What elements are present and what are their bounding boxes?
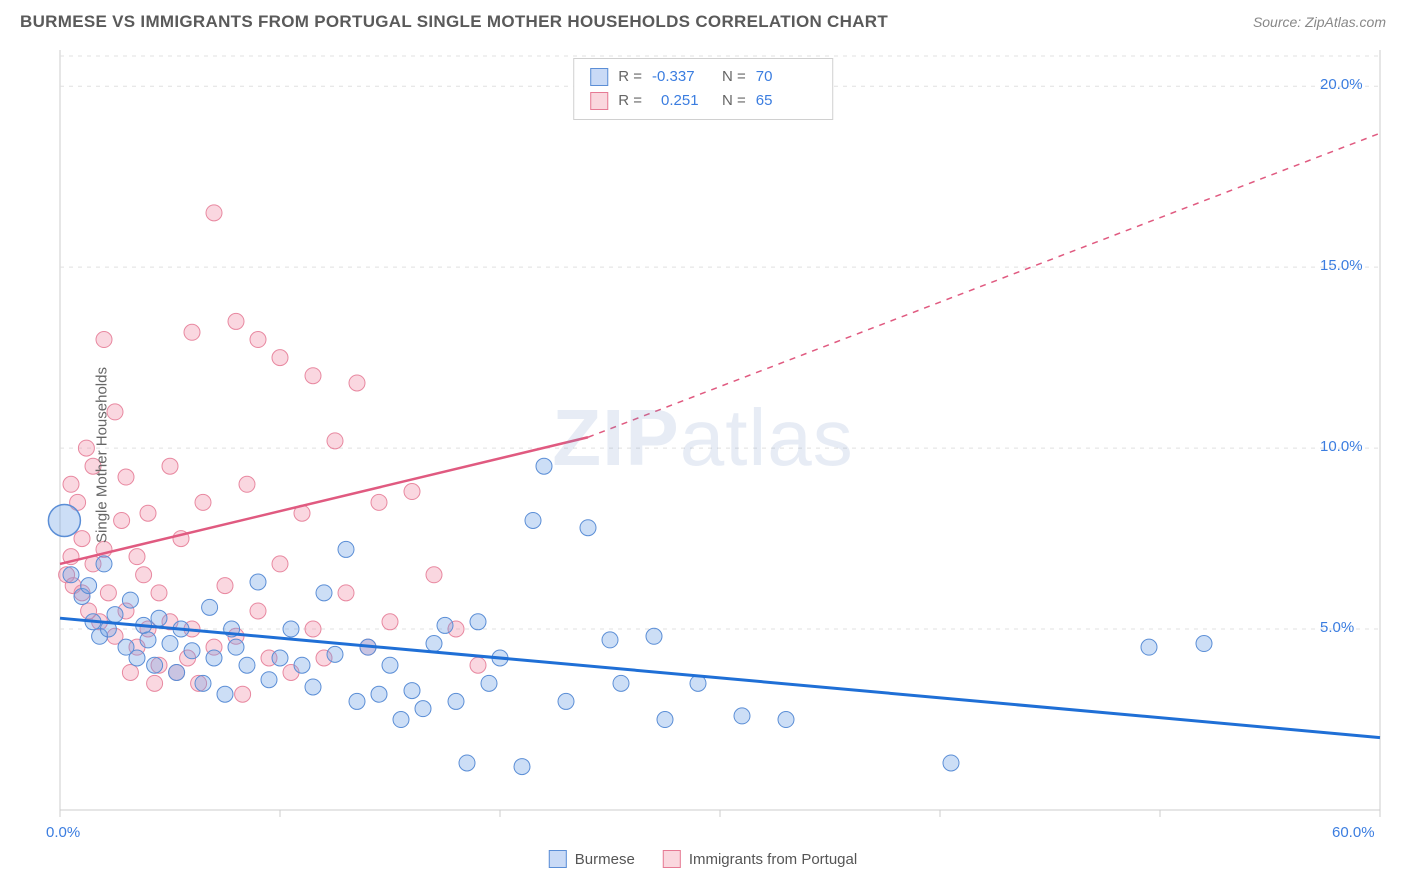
y-axis-label: Single Mother Households [93, 367, 110, 543]
swatch-blue-icon [549, 850, 567, 868]
axis-tick-label: 5.0% [1320, 619, 1354, 636]
source-label: Source: ZipAtlas.com [1253, 14, 1386, 30]
n-value-blue: 70 [756, 65, 816, 89]
axis-tick-label: 10.0% [1320, 438, 1363, 455]
r-value-pink: 0.251 [652, 89, 712, 113]
axis-tick-label: 20.0% [1320, 76, 1363, 93]
r-label: R = [618, 89, 642, 113]
swatch-blue-icon [590, 68, 608, 86]
axis-tick-label: 60.0% [1332, 824, 1375, 841]
axis-tick-label: 15.0% [1320, 257, 1363, 274]
title-bar: BURMESE VS IMMIGRANTS FROM PORTUGAL SING… [0, 0, 1406, 40]
legend-label-burmese: Burmese [575, 851, 635, 868]
swatch-pink-icon [663, 850, 681, 868]
n-label: N = [722, 89, 746, 113]
swatch-pink-icon [590, 92, 608, 110]
n-value-pink: 65 [756, 89, 816, 113]
stats-row-blue: R = -0.337 N = 70 [590, 65, 816, 89]
chart-title: BURMESE VS IMMIGRANTS FROM PORTUGAL SING… [20, 12, 888, 32]
stats-row-pink: R = 0.251 N = 65 [590, 89, 816, 113]
r-value-blue: -0.337 [652, 65, 712, 89]
legend-item-burmese: Burmese [549, 850, 635, 868]
r-label: R = [618, 65, 642, 89]
stats-legend-box: R = -0.337 N = 70 R = 0.251 N = 65 [573, 58, 833, 120]
axis-tick-label: 0.0% [46, 824, 80, 841]
scatter-chart-svg [0, 40, 1406, 845]
legend-label-portugal: Immigrants from Portugal [689, 851, 857, 868]
legend-bottom: Burmese Immigrants from Portugal [549, 850, 857, 868]
chart-area: Single Mother Households ZIPatlas R = -0… [0, 40, 1406, 870]
n-label: N = [722, 65, 746, 89]
legend-item-portugal: Immigrants from Portugal [663, 850, 857, 868]
